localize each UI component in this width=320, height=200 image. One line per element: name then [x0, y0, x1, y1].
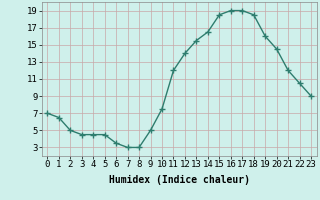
- X-axis label: Humidex (Indice chaleur): Humidex (Indice chaleur): [109, 175, 250, 185]
